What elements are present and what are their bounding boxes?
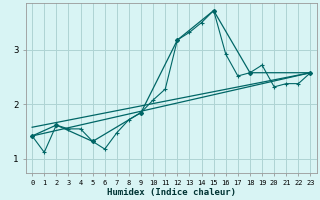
X-axis label: Humidex (Indice chaleur): Humidex (Indice chaleur): [107, 188, 236, 197]
